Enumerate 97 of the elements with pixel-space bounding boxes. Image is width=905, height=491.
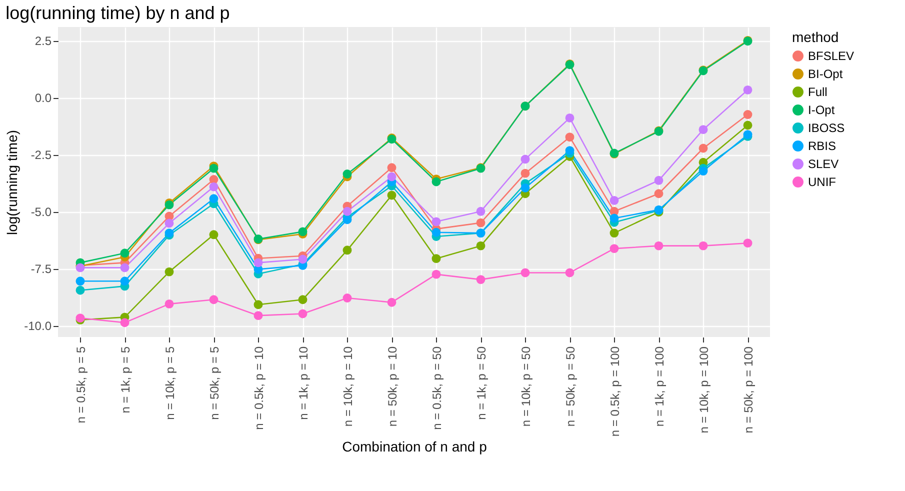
point [520,268,530,278]
x-tick-label: n = 10k, p = 10 [340,346,355,427]
x-tick-label: n = 10k, p = 5 [162,346,177,420]
point [76,276,85,286]
point [298,295,308,304]
point [476,218,486,228]
point [743,238,752,248]
point [164,299,174,308]
x-tick-label: n = 50k, p = 10 [385,346,400,427]
point [387,172,396,182]
point [254,300,263,310]
legend-label: Full [808,85,828,99]
point [209,230,218,240]
x-tick-label: n = 0.5k, p = 10 [252,346,266,430]
point [610,214,619,223]
point [298,227,308,236]
point [387,190,396,200]
y-tick-label: 0.0 [34,91,52,106]
point [387,298,396,307]
point [432,177,441,186]
x-axis-title: Combination of n and p [342,438,488,455]
point [120,276,130,286]
point [520,154,530,164]
y-tick-label: -5.0 [30,205,52,220]
chart-title: log(running time) by n and p [6,3,230,23]
legend-label: RBIS [808,139,836,153]
point [743,120,752,130]
point [387,163,396,172]
point [120,263,130,272]
legend-label: BFSLEV [808,49,854,63]
x-tick-label: n = 10k, p = 100 [696,346,711,434]
point [209,164,218,173]
y-tick-label: 2.5 [34,34,52,48]
x-tick-label: n = 0.5k, p = 100 [608,346,622,437]
point [565,132,574,142]
x-tick-label: n = 0.5k, p = 50 [430,346,444,430]
point [698,144,708,153]
point [342,206,352,216]
legend-label: SLEV [808,157,839,171]
point [432,270,441,279]
point [698,125,708,134]
point [254,311,263,320]
y-axis-title: log(running time) [4,130,20,236]
point [654,241,664,250]
x-tick-label: n = 50k, p = 50 [563,346,578,427]
point [164,218,174,228]
point [298,254,308,264]
point [565,268,574,278]
point [698,166,708,176]
point [342,170,352,178]
y-tick-label: -2.5 [30,148,52,162]
x-tick-label: n = 1k, p = 50 [474,346,488,420]
point [164,267,174,276]
y-tick-label: -7.5 [30,262,52,276]
point [209,194,218,204]
x-tick-label: n = 50k, p = 100 [741,346,756,434]
point [654,176,664,185]
legend-label: BI-Opt [808,67,844,81]
point [342,246,352,255]
point [342,215,352,224]
point [120,318,130,328]
point [743,110,752,119]
point [209,295,218,304]
point [610,244,619,254]
point [565,146,574,156]
point [476,241,486,250]
point [520,168,530,178]
point [565,113,574,122]
point [432,217,441,226]
point [76,286,85,295]
point [432,228,441,237]
legend-label: IBOSS [808,121,845,135]
point [298,309,308,318]
point [342,294,352,302]
point [476,275,486,284]
point [254,258,263,268]
point [743,85,752,94]
point [610,196,619,205]
legend-label: UNIF [808,175,836,189]
point [432,254,441,264]
y-tick-label: -10.0 [24,319,52,334]
x-tick-label: n = 1k, p = 10 [296,346,310,420]
x-tick-label: n = 10k, p = 50 [518,346,533,427]
x-tick-label: n = 1k, p = 100 [652,346,666,427]
x-tick-label: n = 50k, p = 5 [207,346,222,420]
point [120,248,130,258]
point [520,183,530,192]
point [698,241,708,250]
x-tick-label: n = 1k, p = 5 [118,346,132,414]
x-tick-label: n = 0.5k, p = 5 [74,346,88,424]
point [476,206,486,216]
point [610,228,619,238]
point [209,175,218,184]
legend-label: I-Opt [808,103,836,117]
point [209,182,218,192]
point [654,189,664,198]
legend-title: method [792,29,839,45]
